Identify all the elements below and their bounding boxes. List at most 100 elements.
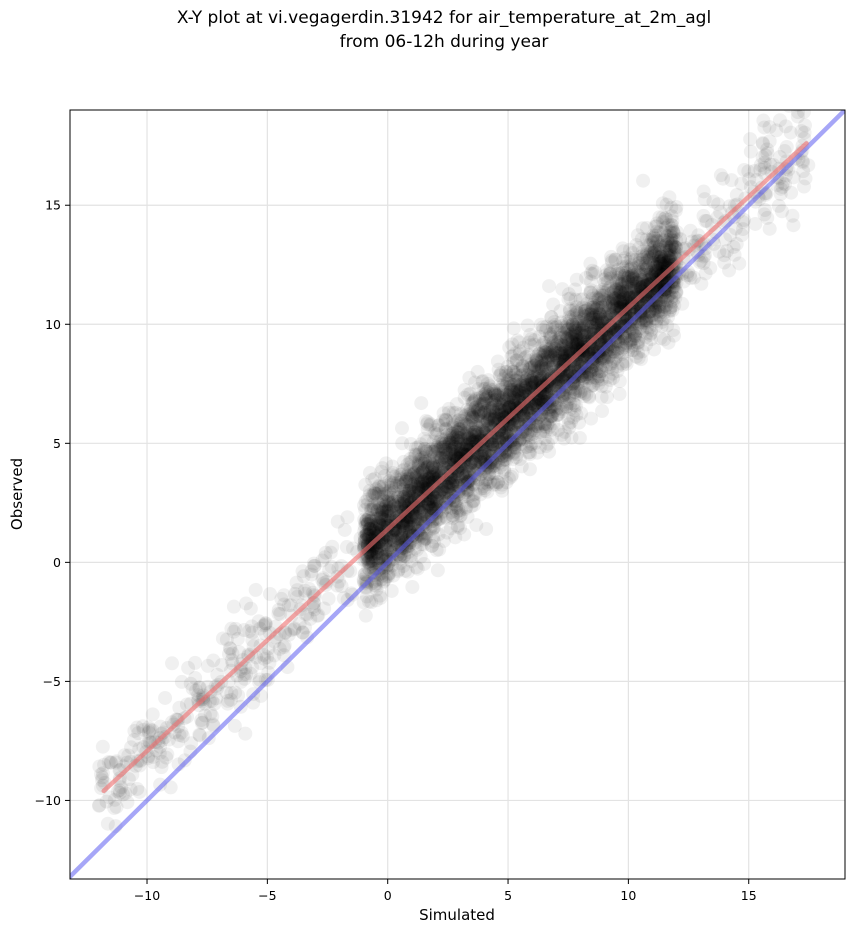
scatter-point — [602, 303, 617, 318]
scatter-point — [408, 441, 423, 456]
scatter-point — [549, 348, 564, 363]
scatter-point — [481, 413, 496, 428]
scatter-point — [667, 247, 682, 262]
scatter-point — [448, 474, 463, 489]
scatter-point — [673, 231, 688, 246]
scatter-point — [392, 478, 407, 493]
scatter-point — [400, 487, 415, 502]
scatter-point — [417, 466, 432, 481]
scatter-point — [673, 232, 688, 247]
scatter-point — [361, 528, 376, 543]
scatter-point — [418, 514, 433, 529]
scatter-point — [413, 549, 428, 564]
scatter-point — [423, 492, 438, 507]
scatter-point — [742, 172, 757, 187]
scatter-point — [647, 248, 662, 263]
scatter-point — [287, 621, 302, 636]
scatter-point — [582, 376, 597, 391]
scatter-point — [603, 372, 618, 387]
scatter-point — [487, 410, 502, 425]
scatter-point — [641, 259, 656, 274]
scatter-point — [441, 446, 456, 461]
scatter-point — [514, 381, 529, 396]
scatter-point — [506, 321, 521, 336]
scatter-point — [146, 749, 161, 764]
scatter-point — [537, 348, 552, 363]
scatter-point — [606, 344, 621, 359]
scatter-point — [402, 522, 417, 537]
scatter-point — [380, 494, 395, 509]
scatter-point — [512, 377, 527, 392]
scatter-point — [425, 494, 440, 509]
scatter-point — [486, 477, 501, 492]
scatter-point — [400, 514, 415, 529]
scatter-point — [366, 524, 381, 539]
scatter-point — [559, 321, 574, 336]
scatter-point — [743, 144, 758, 159]
scatter-point — [494, 403, 509, 418]
scatter-point — [267, 648, 282, 663]
scatter-point — [529, 349, 544, 364]
scatter-point — [496, 384, 511, 399]
scatter-point — [647, 302, 662, 317]
scatter-point — [405, 520, 420, 535]
scatter-point — [404, 490, 419, 505]
scatter-point — [779, 139, 794, 154]
scatter-point — [658, 255, 673, 270]
scatter-point — [734, 176, 749, 191]
scatter-point — [614, 276, 629, 291]
scatter-point — [379, 486, 394, 501]
scatter-point — [561, 343, 576, 358]
scatter-point — [410, 561, 425, 576]
scatter-point — [594, 364, 609, 379]
scatter-point — [569, 398, 584, 413]
scatter-point — [452, 413, 467, 428]
scatter-point — [411, 480, 426, 495]
scatter-point — [652, 245, 667, 260]
scatter-point — [617, 274, 632, 289]
scatter-point — [445, 437, 460, 452]
scatter-point — [454, 472, 469, 487]
scatter-point — [392, 522, 407, 537]
scatter-point — [508, 346, 523, 361]
scatter-point — [608, 290, 623, 305]
scatter-point — [374, 508, 389, 523]
scatter-point — [630, 265, 645, 280]
scatter-point — [650, 305, 665, 320]
scatter-point — [423, 494, 438, 509]
scatter-point — [433, 440, 448, 455]
scatter-point — [494, 477, 509, 492]
scatter-point — [436, 443, 451, 458]
scatter-point — [188, 670, 203, 685]
scatter-point — [762, 134, 777, 149]
scatter-point — [421, 459, 436, 474]
scatter-point — [493, 368, 508, 383]
scatter-point — [610, 324, 625, 339]
scatter-point — [664, 290, 679, 305]
scatter-point — [466, 498, 481, 513]
scatter-point — [271, 603, 286, 618]
scatter-point — [95, 739, 110, 754]
scatter-point — [492, 431, 507, 446]
scatter-point — [407, 512, 422, 527]
scatter-point — [378, 497, 393, 512]
scatter-point — [563, 341, 578, 356]
scatter-point — [489, 393, 504, 408]
scatter-point — [497, 402, 512, 417]
scatter-point — [524, 430, 539, 445]
scatter-point — [562, 420, 577, 435]
scatter-point — [614, 265, 629, 280]
scatter-point — [295, 625, 310, 640]
scatter-point — [439, 511, 454, 526]
scatter-point — [411, 440, 426, 455]
scatter-point — [402, 514, 417, 529]
scatter-point — [432, 542, 447, 557]
scatter-point — [669, 240, 684, 255]
scatter-point — [262, 655, 277, 670]
scatter-point — [647, 245, 662, 260]
scatter-point — [117, 748, 132, 763]
scatter-point — [502, 385, 517, 400]
scatter-point — [467, 425, 482, 440]
scatter-point — [508, 392, 523, 407]
scatter-point — [495, 483, 510, 498]
